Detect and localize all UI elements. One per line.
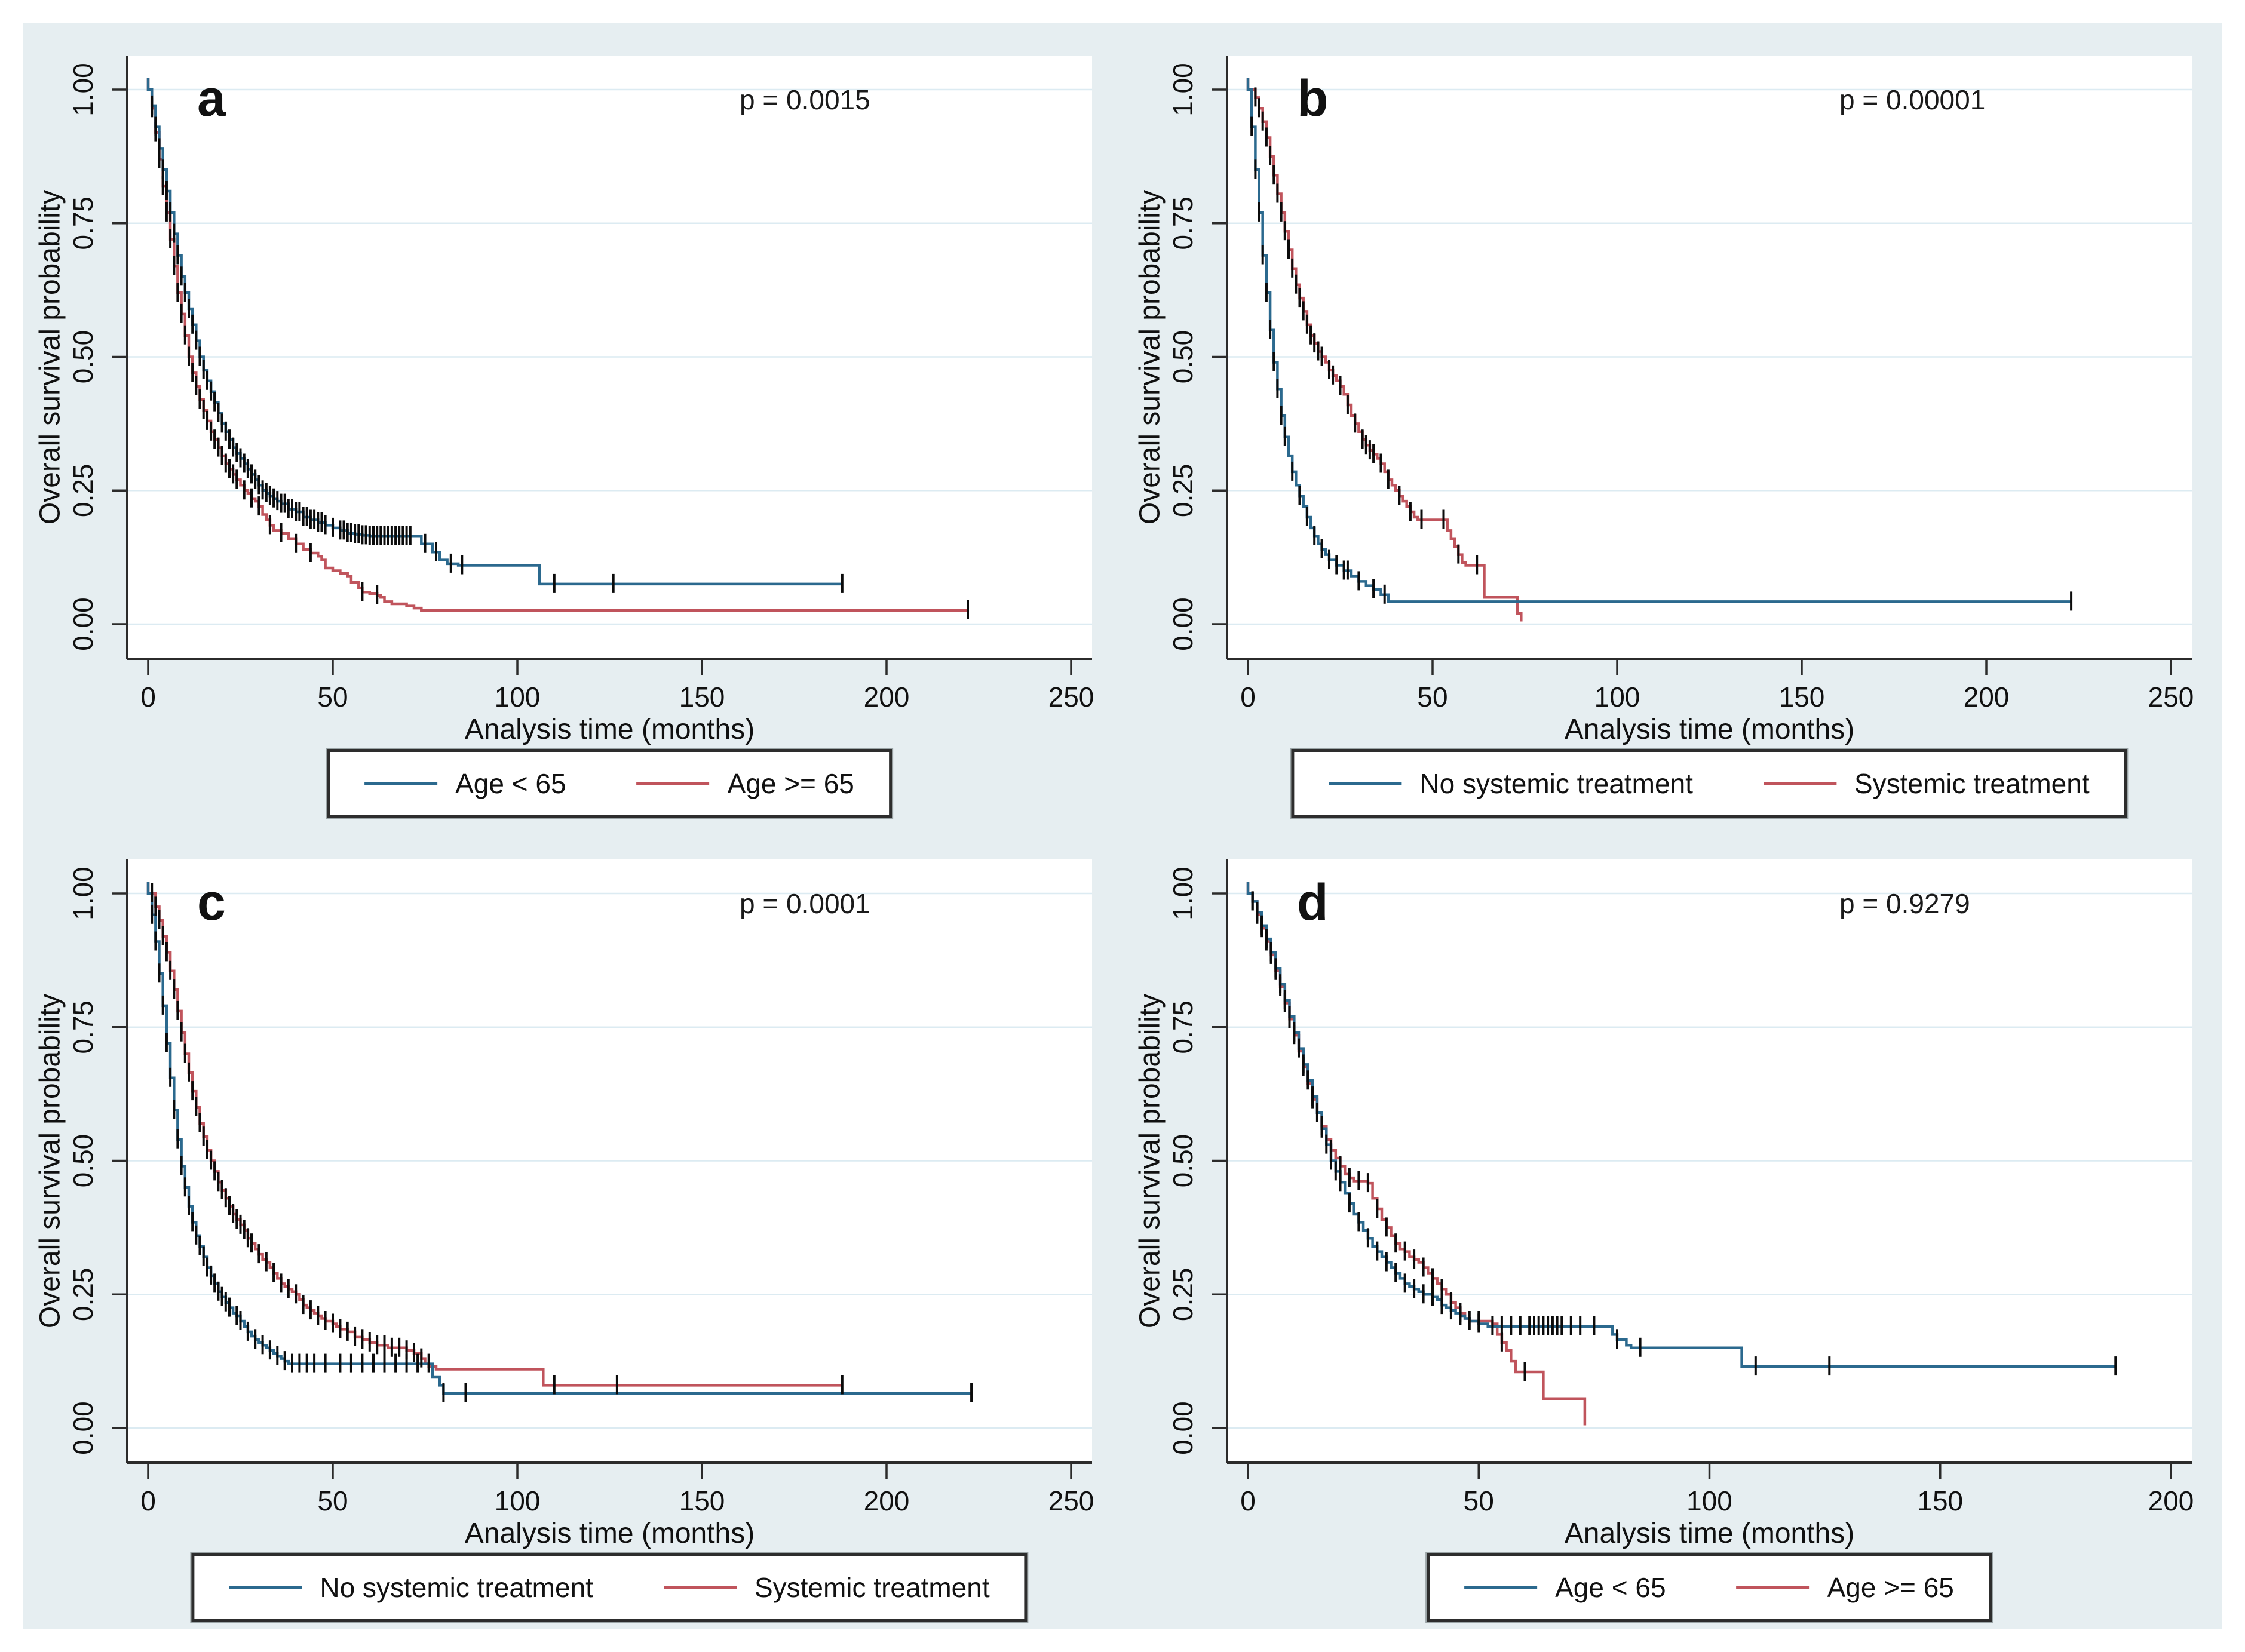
panel-letter-b: b xyxy=(1297,70,1329,127)
x-axis-title-c: Analysis time (months) xyxy=(464,1518,755,1549)
x-tick-label: 150 xyxy=(679,1485,725,1516)
x-tick-label: 0 xyxy=(140,681,156,713)
y-tick-label: 0.50 xyxy=(68,330,99,384)
legend-label: Age < 65 xyxy=(455,768,566,799)
km-panel-b: 0.00 0.25 0.50 0.75 1.00 0 50 100 150 200 250 b p … xyxy=(1122,23,2222,825)
legend-line-swatch-blue xyxy=(364,782,438,785)
legend-line-swatch-blue xyxy=(1464,1586,1538,1589)
x-tick-label: 250 xyxy=(2148,681,2194,713)
y-tick-label: 0.75 xyxy=(1167,196,1198,250)
legend-item: No systemic treatment xyxy=(229,1571,593,1604)
y-tick-label: 0.75 xyxy=(1167,1000,1198,1054)
y-tick-label: 0.00 xyxy=(1167,1401,1198,1455)
legend-line-swatch-red xyxy=(636,782,710,785)
x-tick-label: 250 xyxy=(1048,681,1094,713)
x-tick-label: 150 xyxy=(679,681,725,713)
legend-label: Age >= 65 xyxy=(1827,1572,1954,1603)
legend-label: No systemic treatment xyxy=(1419,768,1693,799)
x-tick-label: 100 xyxy=(495,681,541,713)
y-axis-title-c: Overall survival probability xyxy=(34,993,66,1329)
survival-curve-blue xyxy=(1246,78,2072,603)
km-panel-a: 0.00 0.25 0.50 0.75 1.00 0 50 100 150 200 250 a p … xyxy=(23,23,1122,825)
survival-curve-red xyxy=(146,882,842,1387)
legend-line-swatch-red xyxy=(1736,1586,1810,1589)
y-tick-label: 0.25 xyxy=(68,1267,99,1321)
x-tick-label: 0 xyxy=(140,1485,156,1516)
y-axis-title-a: Overall survival probability xyxy=(34,189,66,525)
legend-line-swatch-blue xyxy=(1329,782,1402,785)
legend-a: Age < 65 Age >= 65 xyxy=(327,749,892,818)
y-tick-label: 0.25 xyxy=(1167,463,1198,517)
x-tick-label: 50 xyxy=(317,1485,348,1516)
x-axis-title-a: Analysis time (months) xyxy=(464,714,755,745)
x-tick-label: 50 xyxy=(317,681,348,713)
p-value-label-c: p = 0.0001 xyxy=(740,888,870,919)
x-tick-label: 100 xyxy=(495,1485,541,1516)
legend-item: Systemic treatment xyxy=(663,1571,990,1604)
y-tick-label: 1.00 xyxy=(68,867,99,920)
legend-line-swatch-red xyxy=(1763,782,1836,785)
km-plot-b: 0.00 0.25 0.50 0.75 1.00 0 50 100 150 200 250 xyxy=(1167,56,2194,713)
legend-label: Systemic treatment xyxy=(754,1572,990,1603)
y-tick-label: 1.00 xyxy=(1167,867,1198,920)
legend-label: Systemic treatment xyxy=(1854,768,2090,799)
figure-canvas: 0.00 0.25 0.50 0.75 1.00 0 50 100 150 200 250 a p … xyxy=(23,23,2222,1629)
legend-label: Age < 65 xyxy=(1555,1572,1666,1603)
km-plot-a: 0.00 0.25 0.50 0.75 1.00 0 50 100 150 200 250 xyxy=(68,56,1094,713)
y-axis-title-b: Overall survival probability xyxy=(1134,189,1166,525)
x-tick-label: 50 xyxy=(1464,1485,1494,1516)
y-tick-label: 0.25 xyxy=(1167,1267,1198,1321)
x-tick-label: 100 xyxy=(1686,1485,1732,1516)
km-panel-d: 0.00 0.25 0.50 0.75 1.00 0 50 100 150 200 d p = 0… xyxy=(1122,827,2222,1629)
x-tick-label: 50 xyxy=(1417,681,1447,713)
legend-line-swatch-blue xyxy=(229,1586,302,1589)
legend-item: Age >= 65 xyxy=(1736,1571,1954,1604)
legend-c: No systemic treatment Systemic treatment xyxy=(191,1553,1028,1622)
y-tick-label: 0.25 xyxy=(68,463,99,517)
x-tick-label: 200 xyxy=(1964,681,2010,713)
x-axis-title-b: Analysis time (months) xyxy=(1564,714,1855,745)
x-tick-label: 250 xyxy=(1048,1485,1094,1516)
legend-item: Age < 65 xyxy=(364,767,566,800)
legend-item: Systemic treatment xyxy=(1763,767,2090,800)
km-plot-c: 0.00 0.25 0.50 0.75 1.00 0 50 100 150 200 250 xyxy=(68,859,1094,1516)
x-tick-label: 200 xyxy=(864,681,910,713)
y-tick-label: 1.00 xyxy=(68,63,99,116)
x-tick-label: 150 xyxy=(1779,681,1825,713)
x-tick-label: 100 xyxy=(1594,681,1640,713)
legend-item: Age >= 65 xyxy=(636,767,854,800)
p-value-label-b: p = 0.00001 xyxy=(1839,84,1986,115)
legend-item: No systemic treatment xyxy=(1329,767,1693,800)
panel-letter-a: a xyxy=(197,70,226,127)
legend-line-swatch-red xyxy=(663,1586,737,1589)
km-panel-c: 0.00 0.25 0.50 0.75 1.00 0 50 100 150 200 250 c p … xyxy=(23,827,1122,1629)
y-tick-label: 0.00 xyxy=(68,597,99,651)
x-tick-label: 0 xyxy=(1240,681,1256,713)
y-axis-title-d: Overall survival probability xyxy=(1134,993,1166,1329)
y-tick-label: 0.50 xyxy=(68,1134,99,1188)
y-tick-label: 0.50 xyxy=(1167,1134,1198,1188)
legend-label: Age >= 65 xyxy=(727,768,854,799)
y-tick-label: 0.00 xyxy=(68,1401,99,1455)
km-plot-d: 0.00 0.25 0.50 0.75 1.00 0 50 100 150 200 xyxy=(1167,859,2194,1516)
x-tick-label: 0 xyxy=(1240,1485,1256,1516)
legend-b: No systemic treatment Systemic treatment xyxy=(1291,749,2127,818)
y-tick-label: 0.75 xyxy=(68,1000,99,1054)
x-tick-label: 150 xyxy=(1917,1485,1963,1516)
panel-letter-d: d xyxy=(1297,874,1329,931)
y-tick-label: 0.00 xyxy=(1167,597,1198,651)
y-tick-label: 0.75 xyxy=(68,196,99,250)
legend-item: Age < 65 xyxy=(1464,1571,1666,1604)
p-value-label-d: p = 0.9279 xyxy=(1839,888,1970,919)
x-tick-label: 200 xyxy=(2148,1485,2194,1516)
legend-label: No systemic treatment xyxy=(320,1572,593,1603)
x-axis-title-d: Analysis time (months) xyxy=(1564,1518,1855,1549)
x-tick-label: 200 xyxy=(864,1485,910,1516)
y-tick-label: 0.50 xyxy=(1167,330,1198,384)
p-value-label-a: p = 0.0015 xyxy=(740,84,870,115)
legend-d: Age < 65 Age >= 65 xyxy=(1427,1553,1992,1622)
y-tick-label: 1.00 xyxy=(1167,63,1198,116)
panel-letter-c: c xyxy=(197,874,226,931)
